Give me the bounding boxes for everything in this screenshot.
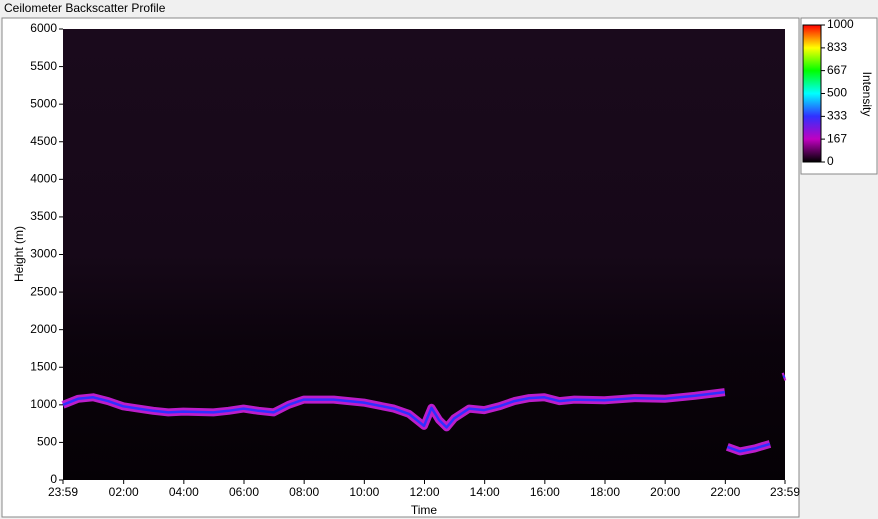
y-tick-label: 5500	[30, 59, 57, 73]
y-tick-label: 2000	[30, 322, 57, 336]
x-tick-label: 14:00	[470, 485, 500, 499]
colorbar-tick-label: 1000	[827, 17, 854, 31]
x-tick-label: 06:00	[229, 485, 259, 499]
x-tick-label: 20:00	[650, 485, 680, 499]
y-tick-label: 1000	[30, 397, 57, 411]
x-axis-label: Time	[411, 503, 438, 517]
y-tick-label: 3000	[30, 247, 57, 261]
x-tick-label: 23:59	[770, 485, 800, 499]
x-tick-label: 18:00	[590, 485, 620, 499]
chart-title: Ceilometer Backscatter Profile	[4, 1, 166, 15]
y-tick-label: 4000	[30, 172, 57, 186]
x-tick-label: 10:00	[349, 485, 379, 499]
y-tick-label: 4500	[30, 134, 57, 148]
x-tick-label: 04:00	[169, 485, 199, 499]
colorbar-tick-label: 0	[827, 154, 834, 168]
layer-core	[62, 375, 786, 453]
colorbar-tick-label: 500	[827, 86, 847, 100]
y-tick-label: 2500	[30, 284, 57, 298]
plot-area	[63, 29, 785, 480]
y-tick-label: 0	[50, 472, 57, 486]
x-tick-label: 02:00	[109, 485, 139, 499]
y-tick-label: 500	[37, 435, 57, 449]
colorbar-tick-label: 667	[827, 63, 847, 77]
y-tick-label: 6000	[30, 21, 57, 35]
x-tick-label: 23:59	[48, 485, 78, 499]
y-tick-label: 1500	[30, 359, 57, 373]
y-tick-label: 3500	[30, 209, 57, 223]
x-tick-label: 08:00	[289, 485, 319, 499]
x-tick-label: 12:00	[409, 485, 439, 499]
colorbar-label: Intensity	[860, 72, 874, 117]
colorbar-tick-label: 333	[827, 109, 847, 123]
x-tick-label: 22:00	[710, 485, 740, 499]
y-tick-label: 5000	[30, 96, 57, 110]
colorbar	[802, 24, 822, 163]
x-tick-label: 16:00	[530, 485, 560, 499]
colorbar-tick-label: 833	[827, 40, 847, 54]
colorbar-tick-label: 167	[827, 131, 847, 145]
y-axis-label: Height (m)	[12, 226, 26, 282]
